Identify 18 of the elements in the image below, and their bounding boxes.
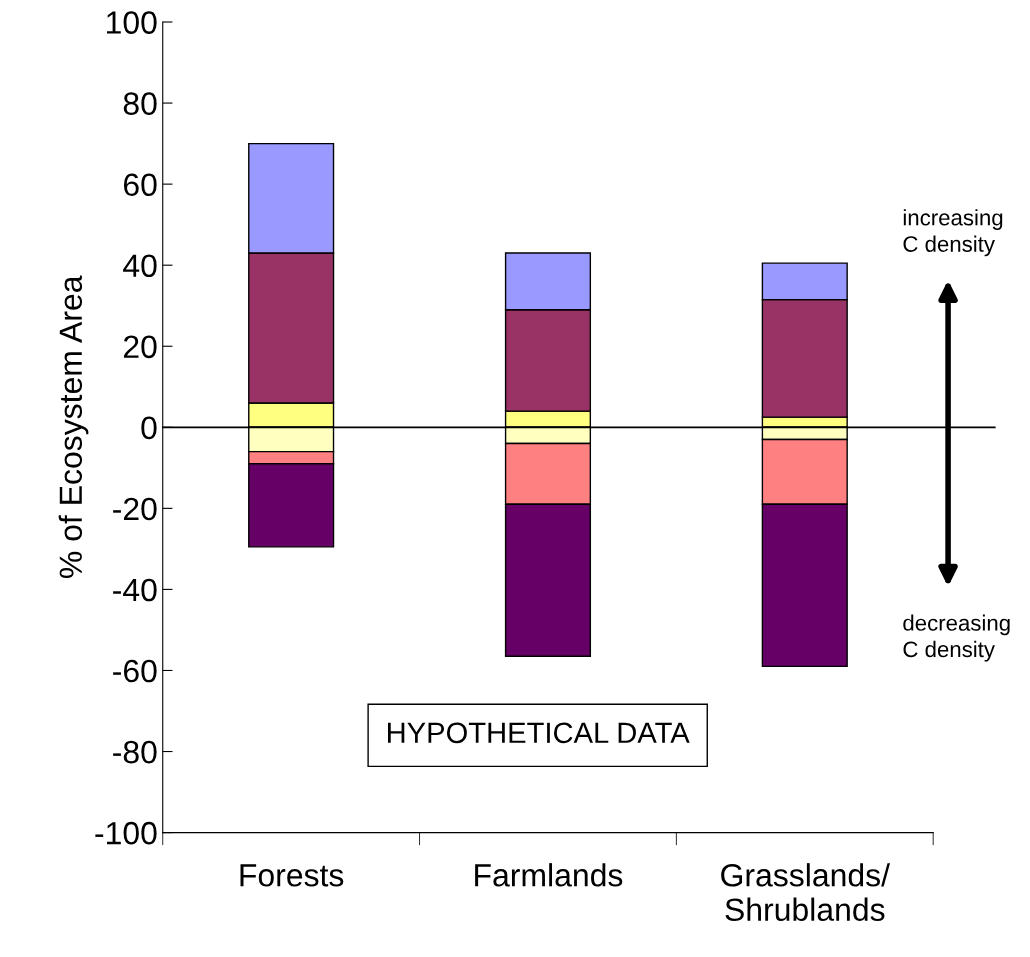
y-tick-label: -20 bbox=[113, 497, 157, 521]
y-tick-label: 100 bbox=[107, 11, 157, 34]
y-tick-label: -80 bbox=[113, 740, 157, 764]
x-tick-label: Forests bbox=[240, 864, 344, 887]
y-tick-label: 60 bbox=[123, 173, 157, 197]
y-tick-label: 20 bbox=[123, 335, 157, 359]
annotation: increasing C density bbox=[903, 209, 1003, 257]
y-tick-label: 80 bbox=[123, 92, 157, 115]
y-tick-label: -100 bbox=[95, 821, 157, 845]
y-tick-label: -40 bbox=[113, 578, 157, 602]
x-tick-label: Farmlands bbox=[475, 863, 623, 887]
y-axis-title: % of Ecosystem Area bbox=[58, 275, 89, 578]
x-tick-label: Grasslands/ Shrublands bbox=[721, 863, 890, 922]
y-tick-label: -60 bbox=[113, 659, 157, 683]
y-tick-label: 40 bbox=[123, 254, 157, 278]
y-tick-label: 0 bbox=[141, 416, 157, 440]
annotation: decreasing C density bbox=[903, 614, 1010, 662]
annotation: HYPOTHETICAL DATA bbox=[388, 722, 690, 744]
